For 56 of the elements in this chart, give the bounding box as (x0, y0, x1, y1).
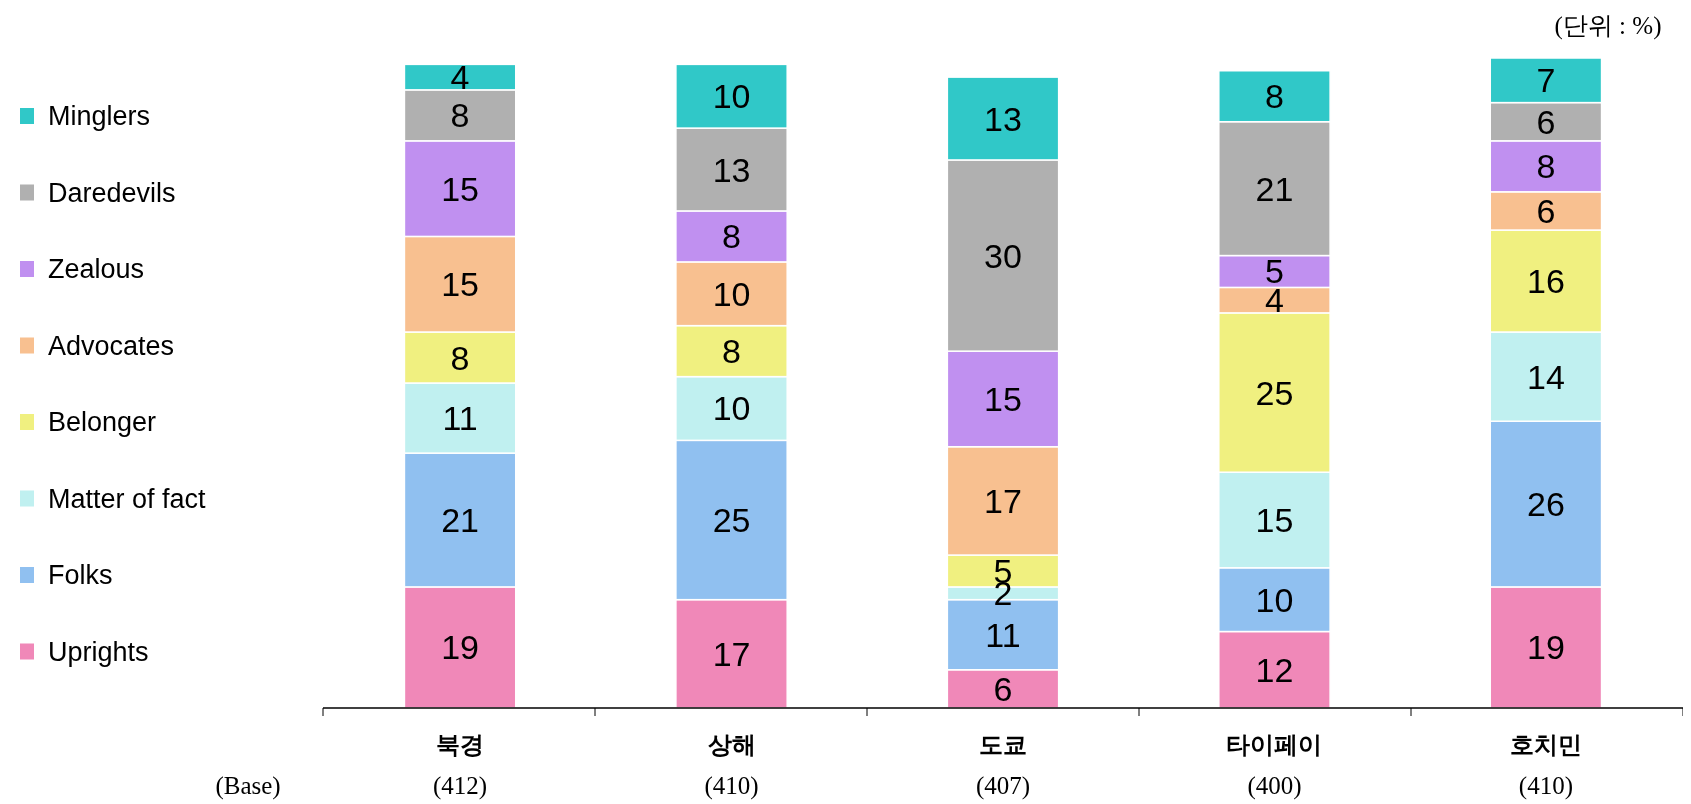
data-label: 19 (441, 628, 479, 667)
data-label: 21 (441, 501, 479, 540)
data-label: 6 (1536, 102, 1556, 141)
data-label: 12 (1255, 650, 1294, 689)
data-label: 8 (450, 96, 470, 135)
data-label: 11 (442, 399, 478, 438)
data-label: 15 (441, 169, 479, 208)
text: (412) (433, 772, 488, 800)
data-label: 17 (984, 481, 1022, 520)
legend-label: Folks (48, 560, 113, 590)
data-label: 30 (984, 236, 1022, 275)
x-tick-label: 타이페이 (1226, 731, 1323, 758)
data-label: 10 (712, 389, 751, 428)
legend-label: Zealous (48, 254, 145, 284)
data-label: 8 (722, 332, 741, 371)
text: (407) (975, 772, 1031, 800)
data-label: 8 (1536, 147, 1556, 186)
x-tick-label: 북경 (436, 731, 485, 758)
data-label: 8 (1265, 77, 1284, 116)
data-label: 10 (712, 77, 751, 116)
data-label: 14 (1527, 357, 1565, 396)
data-label: 19 (1527, 628, 1565, 667)
data-label: 10 (712, 274, 751, 313)
data-label: 25 (712, 501, 751, 540)
legend-label: Uprights (48, 636, 149, 667)
text: (410) (704, 772, 759, 800)
data-label: 11 (985, 615, 1021, 654)
data-label: 25 (1255, 373, 1294, 412)
x-tick-label: 호치민 (1509, 731, 1582, 758)
data-label: 8 (722, 217, 741, 256)
data-label: 6 (993, 669, 1013, 708)
data-label: 10 (1255, 580, 1294, 619)
data-label: 26 (1527, 485, 1565, 524)
text: (Base) (215, 772, 281, 800)
text: (400) (1247, 772, 1302, 800)
legend-label: Minglers (48, 101, 151, 131)
data-label: 15 (984, 379, 1022, 418)
legend-label: Matter of fact (48, 483, 207, 514)
text: (단위 : %) (1554, 12, 1662, 40)
legend-label: Belonger (48, 407, 157, 437)
x-tick-label: 도쿄 (979, 731, 1027, 758)
data-label: 13 (712, 150, 751, 189)
data-label: 15 (441, 265, 479, 304)
data-label: 6 (1536, 191, 1556, 230)
x-tick-label: 상해 (707, 731, 756, 758)
data-label: 17 (712, 634, 751, 673)
data-label: 21 (1255, 169, 1294, 208)
legend-label: Advocates (48, 330, 175, 361)
data-label: 4 (450, 58, 470, 97)
data-label: 8 (450, 338, 470, 377)
legend-label: Daredevils (48, 177, 176, 208)
text: (410) (1518, 772, 1573, 800)
data-label: 15 (1255, 501, 1294, 540)
data-label: 16 (1527, 262, 1565, 301)
data-label: 13 (984, 99, 1022, 138)
data-label: 7 (1536, 61, 1556, 100)
